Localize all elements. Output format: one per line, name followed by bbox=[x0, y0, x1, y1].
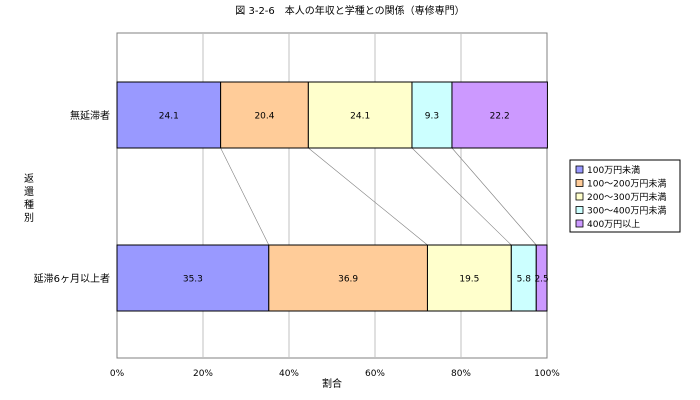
legend-label: 300～400万円未満 bbox=[587, 205, 666, 217]
legend-label: 100～200万円未満 bbox=[587, 178, 666, 190]
series-line bbox=[308, 147, 428, 246]
x-tick-label: 60% bbox=[365, 369, 385, 379]
series-line bbox=[451, 147, 537, 246]
legend-box bbox=[569, 159, 681, 233]
y-axis-label-char: 種 bbox=[24, 198, 34, 211]
series-line bbox=[220, 147, 270, 246]
series-line bbox=[411, 147, 512, 246]
bar-value-label: 5.8 bbox=[517, 275, 532, 285]
bar-segment bbox=[451, 81, 548, 149]
series-lines bbox=[220, 147, 537, 246]
bar-value-label: 19.5 bbox=[459, 275, 479, 285]
x-tick-label: 40% bbox=[279, 369, 299, 379]
bar-segment bbox=[535, 244, 548, 312]
bars bbox=[116, 81, 548, 312]
legend-label: 200～300万円未満 bbox=[587, 191, 666, 203]
x-tick-label: 80% bbox=[451, 369, 471, 379]
category-label: 無延滞者 bbox=[70, 109, 110, 122]
bar-value-label: 9.3 bbox=[425, 112, 439, 122]
x-tick-label: 20% bbox=[193, 369, 213, 379]
bar-segment bbox=[268, 244, 428, 312]
bar-segment bbox=[116, 244, 270, 312]
y-axis-label-char: 還 bbox=[24, 186, 34, 198]
x-tick-label: 100% bbox=[534, 369, 560, 379]
chart-title: 図 3-2-6 本人の年収と学種との関係（専修専門） bbox=[235, 4, 464, 17]
legend-swatch bbox=[575, 192, 584, 201]
y-axis-label-char: 返 bbox=[24, 173, 34, 185]
legend-swatch bbox=[575, 206, 584, 214]
bar-value-label: 24.1 bbox=[159, 112, 179, 122]
bar-segment bbox=[116, 81, 222, 149]
bar-value-label: 36.9 bbox=[338, 275, 358, 285]
legend-label: 100万円未満 bbox=[587, 164, 640, 176]
bar-value-label: 2.5 bbox=[534, 275, 548, 285]
bar-value-label: 35.3 bbox=[183, 275, 203, 285]
legend-label: 400万円以上 bbox=[587, 219, 640, 230]
category-label: 延滞6ヶ月以上者 bbox=[34, 273, 110, 285]
legend-swatch bbox=[575, 179, 584, 187]
bar-value-label: 22.2 bbox=[490, 112, 510, 122]
bar-labels: 24.1 20.4 24.1 9.3 22.2 35.3 36.9 19.5 5.8 2.5 bbox=[159, 112, 549, 285]
x-tick-labels: 0% 20% 40% 60% 80% 100% bbox=[110, 369, 560, 379]
legend-swatch bbox=[575, 219, 584, 228]
bar-segment bbox=[426, 244, 512, 312]
x-axis-label: 割合 bbox=[322, 377, 342, 390]
bar-value-label: 24.1 bbox=[350, 112, 370, 122]
y-axis-label-char: 別 bbox=[24, 212, 34, 224]
x-tick-label: 0% bbox=[110, 369, 125, 379]
bar-value-label: 20.4 bbox=[254, 112, 274, 122]
legend-swatch bbox=[575, 165, 584, 174]
